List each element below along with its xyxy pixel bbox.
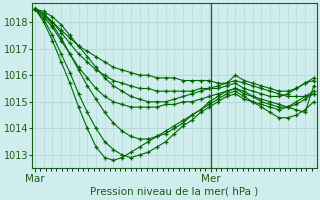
X-axis label: Pression niveau de la mer( hPa ): Pression niveau de la mer( hPa ) (90, 187, 259, 197)
